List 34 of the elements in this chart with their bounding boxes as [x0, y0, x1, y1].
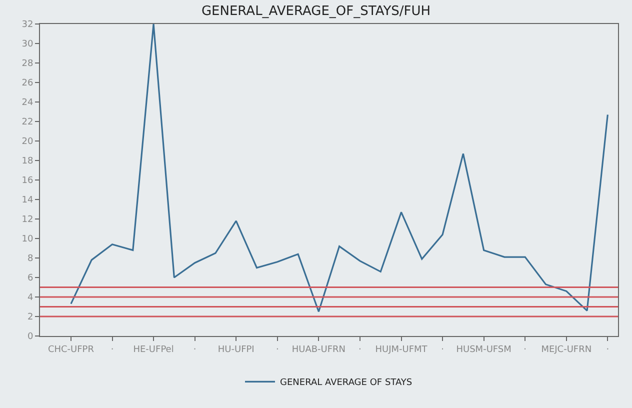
x-tick-label: MEJC-UFRN [541, 344, 592, 355]
line-series [70, 24, 608, 312]
x-tick-label: HE-UFPel [133, 344, 174, 355]
y-tick-label: 12 [22, 215, 34, 226]
y-tick-label: 6 [27, 274, 34, 284]
y-tick-label: 18 [22, 156, 34, 167]
y-tick-label: 10 [22, 234, 34, 245]
x-tick-label: CHC-UFPR [48, 344, 94, 355]
x-tick-label: HUAB-UFRN [292, 344, 346, 355]
y-tick-label: 0 [27, 332, 34, 342]
y-tick-label: 26 [22, 78, 34, 89]
y-tick-label: 32 [22, 20, 34, 30]
y-tick-label: 2 [27, 312, 34, 323]
x-tick-label: · [276, 344, 279, 355]
x-tick-label: · [606, 344, 610, 355]
x-tick-label: · [358, 344, 362, 355]
y-tick-label: 24 [22, 98, 34, 108]
x-tick-label: HU-UFPI [218, 344, 254, 355]
x-tick-label: HUSM-UFSM [456, 344, 512, 355]
y-tick-label: 28 [22, 59, 34, 70]
x-tick-label: HUJM-UFMT [375, 344, 428, 355]
x-tick-label: · [110, 344, 114, 355]
legend-label: GENERAL AVERAGE OF STAYS [280, 378, 412, 388]
y-tick-label: 30 [22, 40, 34, 50]
y-tick-label: 20 [22, 137, 34, 148]
x-tick-label: · [524, 344, 527, 355]
y-tick-label: 16 [22, 176, 34, 186]
x-tick-label: · [441, 344, 444, 355]
chart-title: GENERAL_AVERAGE_OF_STAYS/FUH [201, 4, 431, 20]
y-tick-label: 4 [27, 293, 34, 304]
y-tick-label: 8 [27, 254, 34, 264]
x-tick-label: · [193, 344, 196, 355]
y-tick-label: 14 [22, 196, 34, 206]
y-tick-label: 22 [22, 118, 34, 128]
